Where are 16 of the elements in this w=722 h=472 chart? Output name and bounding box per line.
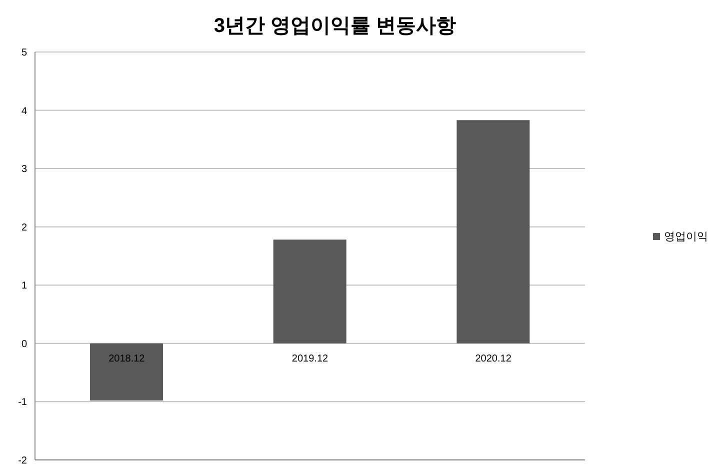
y-tick-label: 0 [21,338,28,350]
x-tick-label: 2020.12 [475,353,512,364]
y-tick-label: -1 [18,397,28,408]
bar [273,240,346,344]
chart-title: 3년간 영업이익률 변동사항 [212,14,458,39]
y-tick-label: 5 [21,48,28,59]
y-tick-label: 3 [21,164,28,176]
bar [90,343,163,400]
y-tick-label: 1 [21,280,28,292]
y-tick-label: 4 [21,106,28,117]
bar [456,120,530,344]
y-tick-label: 2 [21,222,28,234]
x-tick-label: 2019.12 [292,353,329,364]
legend-label: 영업이익 [664,230,708,242]
x-tick-label: 2018.12 [108,353,146,364]
y-tick-label: -2 [18,455,28,466]
